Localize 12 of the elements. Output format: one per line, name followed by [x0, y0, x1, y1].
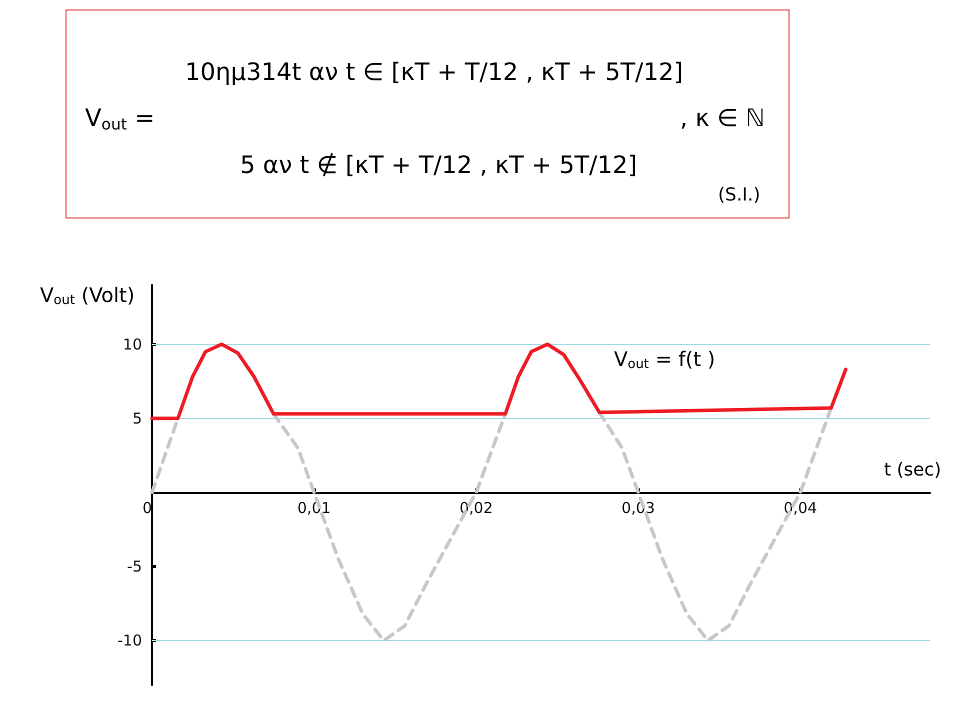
text: 5 αν t ∉ [κT + T/12 , κT + 5T/12]	[240, 151, 638, 179]
x-tick-label: 0,04	[784, 498, 818, 517]
y-tick-label: 10	[122, 335, 142, 354]
y-tick-label: -10	[118, 632, 142, 650]
line-series	[150, 342, 848, 420]
x-axis-title: t (sec)	[884, 460, 942, 480]
text: (S.I.)	[718, 184, 760, 206]
x-tick-label: 0	[142, 498, 152, 517]
y-tick-label: -5	[127, 557, 142, 576]
text: , κ ∈ ℕ	[680, 104, 765, 132]
text: 10ημ314t αν t ∈ [κT + T/12 , κT + 5T/12]	[185, 58, 684, 86]
y-tick-label: 5	[132, 409, 142, 428]
